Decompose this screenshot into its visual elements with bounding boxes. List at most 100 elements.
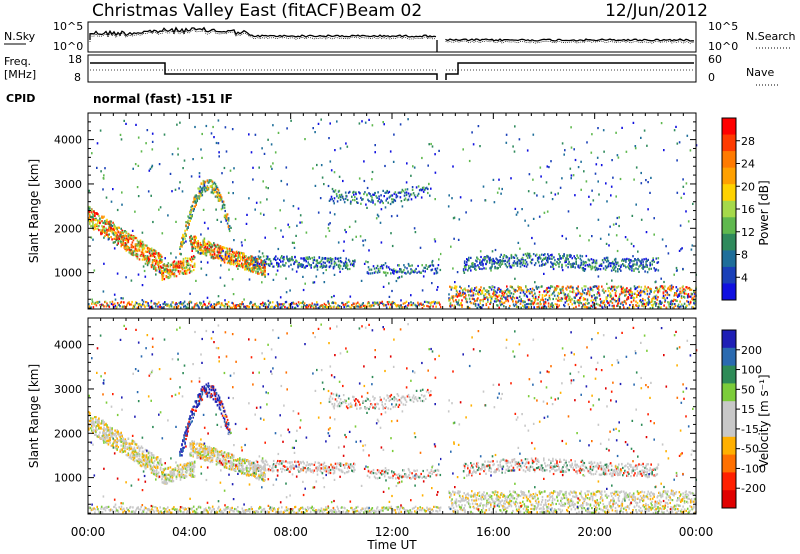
echo-cell <box>102 188 104 191</box>
echo-cell <box>131 250 134 253</box>
echo-cell <box>393 192 396 195</box>
echo-cell <box>534 254 537 257</box>
echo-cell <box>501 292 503 295</box>
echo-cell <box>121 435 123 438</box>
echo-cell <box>517 285 519 288</box>
echo-cell <box>535 253 538 256</box>
echo-cell <box>197 242 199 245</box>
echo-cell <box>126 239 129 242</box>
echo-cell <box>664 299 667 302</box>
echo-cell <box>404 271 406 275</box>
echo-cell <box>216 186 219 189</box>
echo-cell <box>484 257 486 260</box>
echo-cell <box>255 258 257 261</box>
echo-cell <box>161 260 163 263</box>
echo-cell <box>647 258 649 261</box>
echo-cell <box>360 196 362 199</box>
echo-cell <box>474 299 476 303</box>
echo-cell <box>345 305 348 308</box>
echo-cell <box>470 265 472 268</box>
echo-cell <box>653 233 655 236</box>
echo-cell <box>158 208 160 211</box>
echo-cell <box>192 158 194 161</box>
echo-cell <box>680 296 683 300</box>
echo-cell <box>120 242 122 245</box>
echo-cell <box>583 305 586 309</box>
echo-cell <box>159 253 162 257</box>
echo-cell <box>230 226 232 229</box>
echo-cell <box>611 262 614 265</box>
echo-cell <box>628 289 630 292</box>
echo-cell <box>238 264 240 268</box>
echo-cell <box>314 184 317 187</box>
echo-cell <box>644 265 646 268</box>
echo-cell <box>490 288 493 291</box>
echo-cell <box>104 231 106 234</box>
echo-cell <box>625 150 628 153</box>
echo-cell <box>189 239 191 242</box>
echo-cell <box>642 299 644 302</box>
echo-cell <box>257 258 259 261</box>
echo-cell <box>203 243 206 246</box>
echo-cell <box>642 297 644 301</box>
echo-cell <box>484 256 486 259</box>
echo-cell <box>184 237 186 240</box>
echo-cell <box>578 291 580 294</box>
echo-cell <box>234 304 237 307</box>
echo-cell <box>130 279 133 282</box>
echo-cell <box>117 236 119 240</box>
echo-cell <box>584 298 586 301</box>
beam-label: Beam 02 <box>346 1 422 21</box>
echo-cell <box>209 253 212 256</box>
echo-cell <box>544 253 546 256</box>
echo-cell <box>205 247 208 251</box>
echo-cell <box>138 243 141 246</box>
echo-cell <box>143 304 146 307</box>
echo-cell <box>322 264 325 267</box>
echo-cell <box>672 300 674 303</box>
echo-cell <box>520 298 522 301</box>
echo-cell <box>235 250 238 253</box>
echo-cell <box>231 306 234 309</box>
echo-cell <box>315 259 318 262</box>
echo-cell <box>244 258 246 261</box>
echo-cell <box>249 256 251 260</box>
echo-cell <box>157 305 159 308</box>
echo-cell <box>179 262 182 265</box>
echo-cell <box>687 220 690 223</box>
echo-cell <box>590 151 593 154</box>
echo-cell <box>496 304 499 307</box>
echo-cell <box>391 194 394 197</box>
echo-cell <box>234 217 237 221</box>
echo-cell <box>673 273 675 276</box>
echo-cell <box>360 279 363 282</box>
echo-cell <box>171 272 174 276</box>
echo-cell <box>252 304 255 307</box>
echo-cell <box>451 304 453 307</box>
echo-cell <box>161 266 163 269</box>
echo-cell <box>191 215 193 218</box>
echo-cell <box>223 206 226 209</box>
echo-cell <box>653 260 655 263</box>
echo-cell <box>179 246 181 249</box>
echo-cell <box>507 259 510 262</box>
noise-right-label: N.Search <box>746 30 796 43</box>
echo-cell <box>352 191 354 194</box>
echo-cell <box>579 264 582 267</box>
echo-cell <box>549 298 551 301</box>
echo-cell <box>577 166 580 169</box>
echo-cell <box>593 294 595 297</box>
echo-cell <box>362 239 364 242</box>
echo-cell <box>430 187 432 190</box>
echo-cell <box>229 248 232 252</box>
echo-cell <box>117 446 119 449</box>
echo-cell <box>175 264 178 267</box>
echo-cell <box>104 435 106 438</box>
echo-cell <box>428 143 430 146</box>
echo-cell <box>630 259 632 262</box>
echo-cell <box>224 253 227 256</box>
echo-cell <box>228 247 231 250</box>
echo-cell <box>125 453 128 457</box>
echo-cell <box>625 258 627 262</box>
echo-cell <box>404 188 407 191</box>
